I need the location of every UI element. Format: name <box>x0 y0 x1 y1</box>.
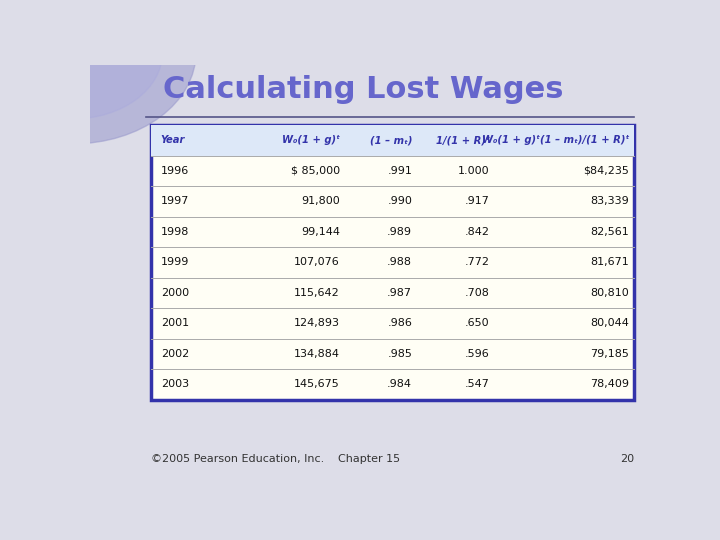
Text: 2000: 2000 <box>161 288 189 298</box>
Text: 2002: 2002 <box>161 349 189 359</box>
Text: 80,810: 80,810 <box>590 288 629 298</box>
Text: 107,076: 107,076 <box>294 257 340 267</box>
Text: 79,185: 79,185 <box>590 349 629 359</box>
Text: .547: .547 <box>464 379 490 389</box>
Text: 78,409: 78,409 <box>590 379 629 389</box>
Text: 2003: 2003 <box>161 379 189 389</box>
Text: 1999: 1999 <box>161 257 189 267</box>
Text: 1/(1 + R)ᵗ: 1/(1 + R)ᵗ <box>436 136 490 145</box>
Text: .772: .772 <box>464 257 490 267</box>
Text: .989: .989 <box>387 227 413 237</box>
Text: 80,044: 80,044 <box>590 318 629 328</box>
Text: .650: .650 <box>465 318 490 328</box>
Bar <box>151 125 634 400</box>
Text: (1 – mₜ): (1 – mₜ) <box>369 136 413 145</box>
Text: 81,671: 81,671 <box>590 257 629 267</box>
Text: .596: .596 <box>464 349 490 359</box>
Text: .985: .985 <box>387 349 413 359</box>
Text: 145,675: 145,675 <box>294 379 340 389</box>
Bar <box>151 125 634 156</box>
Text: 124,893: 124,893 <box>294 318 340 328</box>
Text: 91,800: 91,800 <box>301 197 340 206</box>
Text: Calculating Lost Wages: Calculating Lost Wages <box>163 75 563 104</box>
Text: $84,235: $84,235 <box>583 166 629 176</box>
Text: .991: .991 <box>387 166 413 176</box>
Text: .986: .986 <box>387 318 413 328</box>
Text: Chapter 15: Chapter 15 <box>338 454 400 464</box>
Text: 83,339: 83,339 <box>590 197 629 206</box>
Text: 1996: 1996 <box>161 166 189 176</box>
Text: .987: .987 <box>387 288 413 298</box>
Text: 99,144: 99,144 <box>301 227 340 237</box>
Text: .842: .842 <box>464 227 490 237</box>
Text: $ 85,000: $ 85,000 <box>291 166 340 176</box>
Text: .988: .988 <box>387 257 413 267</box>
Text: 82,561: 82,561 <box>590 227 629 237</box>
Text: 115,642: 115,642 <box>294 288 340 298</box>
Circle shape <box>0 0 163 119</box>
Text: 1997: 1997 <box>161 197 189 206</box>
Text: .990: .990 <box>387 197 413 206</box>
Text: 1.000: 1.000 <box>458 166 490 176</box>
Text: W₀(1 + g)ᵗ(1 – mₜ)/(1 + R)ᵗ: W₀(1 + g)ᵗ(1 – mₜ)/(1 + R)ᵗ <box>482 136 629 145</box>
Text: 1998: 1998 <box>161 227 189 237</box>
Text: .984: .984 <box>387 379 413 389</box>
Text: .708: .708 <box>464 288 490 298</box>
Text: ©2005 Pearson Education, Inc.: ©2005 Pearson Education, Inc. <box>151 454 325 464</box>
Circle shape <box>0 0 196 144</box>
Text: .917: .917 <box>464 197 490 206</box>
Text: 134,884: 134,884 <box>294 349 340 359</box>
Text: Year: Year <box>161 136 185 145</box>
Text: 20: 20 <box>620 454 634 464</box>
Text: W₀(1 + g)ᵗ: W₀(1 + g)ᵗ <box>282 136 340 145</box>
Text: 2001: 2001 <box>161 318 189 328</box>
